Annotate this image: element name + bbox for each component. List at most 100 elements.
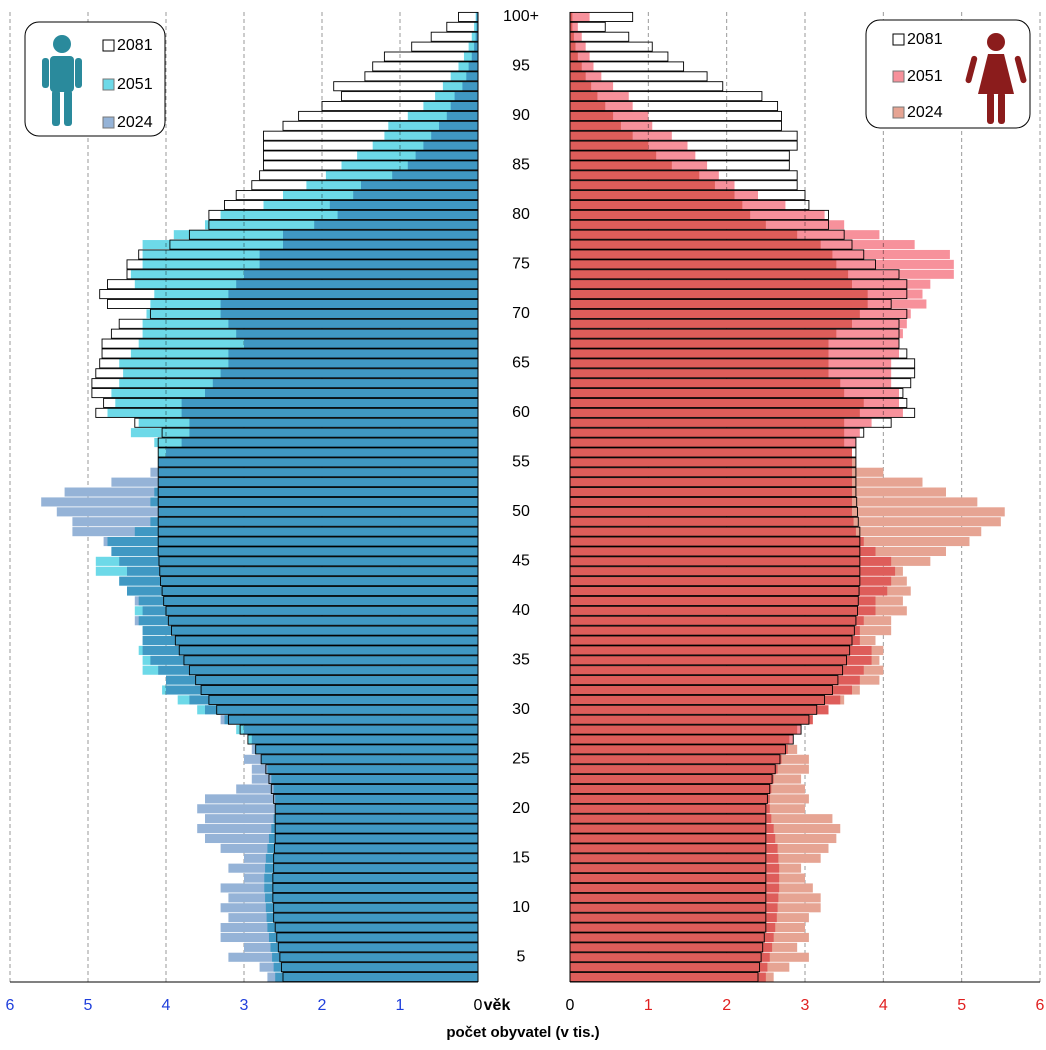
bar [570, 319, 907, 329]
y-tick-label: 30 [512, 701, 530, 718]
bar [570, 893, 779, 903]
x-axis-label: počet obyvatel (v tis.) [446, 1024, 599, 1041]
bar [138, 616, 478, 626]
y-tick-label: 10 [512, 899, 530, 916]
bar [570, 507, 852, 517]
legend-swatch [102, 39, 115, 52]
bar [142, 259, 478, 269]
bar [570, 616, 864, 626]
x-tick-label: 0 [474, 997, 483, 1014]
legend-label: 2051 [907, 68, 943, 85]
bar [272, 952, 478, 962]
bar [570, 200, 786, 210]
bar [570, 685, 852, 695]
bar [570, 705, 829, 715]
bar [435, 91, 478, 101]
bar [142, 319, 478, 329]
bar [570, 556, 892, 566]
legend-label: 2024 [907, 104, 943, 121]
bar [138, 339, 478, 349]
bar [267, 923, 478, 933]
bar [450, 71, 478, 81]
bar [254, 744, 478, 754]
bar [119, 576, 478, 586]
bar [142, 655, 478, 665]
bar [570, 358, 892, 368]
bar [570, 546, 876, 556]
bar [570, 853, 779, 863]
bar [166, 675, 478, 685]
y-axis-label: věk [484, 997, 511, 1014]
bar [570, 913, 777, 923]
bar [570, 517, 854, 527]
bar [442, 81, 478, 91]
bar [570, 388, 899, 398]
bar [570, 160, 708, 170]
bar [154, 487, 479, 497]
bar [220, 210, 478, 220]
female-icon [965, 33, 1027, 124]
bar [570, 764, 778, 774]
bar [570, 42, 586, 52]
y-tick-label: 95 [512, 58, 530, 75]
bar [570, 438, 856, 448]
bar [570, 101, 633, 111]
bar [570, 210, 825, 220]
bar [265, 903, 478, 913]
bar [158, 457, 478, 467]
bar [570, 586, 888, 596]
bar [570, 655, 872, 665]
bar [570, 903, 778, 913]
bar [265, 893, 478, 903]
bar [142, 240, 478, 250]
bar [570, 734, 794, 745]
bar [570, 774, 774, 784]
bar [570, 368, 892, 378]
bar [146, 309, 478, 319]
legend-swatch [892, 33, 905, 46]
bar [134, 606, 479, 616]
bar [570, 408, 903, 418]
bar [570, 428, 860, 438]
bar [130, 348, 478, 359]
legend-swatch [102, 78, 115, 91]
bar [138, 596, 478, 606]
bar [570, 923, 776, 933]
bar [275, 794, 478, 804]
bar [111, 388, 479, 398]
y-tick-label: 15 [512, 849, 530, 866]
bar [142, 329, 478, 339]
bar [162, 685, 478, 695]
legend-label: 2081 [907, 31, 943, 48]
bar [197, 705, 478, 715]
x-tick-label: 4 [879, 997, 888, 1014]
bar [150, 517, 478, 527]
bar [570, 81, 614, 91]
x-tick-label: 6 [1036, 997, 1045, 1014]
bar [411, 41, 479, 52]
bar [138, 418, 478, 428]
bar [570, 299, 927, 309]
bar [268, 932, 478, 943]
bar [570, 269, 954, 279]
bar [150, 497, 478, 507]
bar [570, 477, 852, 487]
bar [570, 32, 582, 42]
bar [570, 794, 770, 804]
bar [119, 378, 478, 388]
bar [570, 497, 852, 507]
y-tick-label: 25 [512, 751, 530, 768]
x-tick-label: 2 [722, 997, 731, 1014]
bar [107, 408, 478, 418]
bar [471, 32, 478, 42]
y-tick-label: 100+ [503, 8, 539, 25]
bar [115, 398, 479, 408]
bar [388, 121, 478, 131]
bar [127, 586, 478, 596]
bar [570, 398, 899, 408]
bar [570, 606, 876, 616]
bar [570, 289, 923, 299]
y-tick-label: 75 [512, 256, 530, 273]
bar [570, 180, 735, 190]
